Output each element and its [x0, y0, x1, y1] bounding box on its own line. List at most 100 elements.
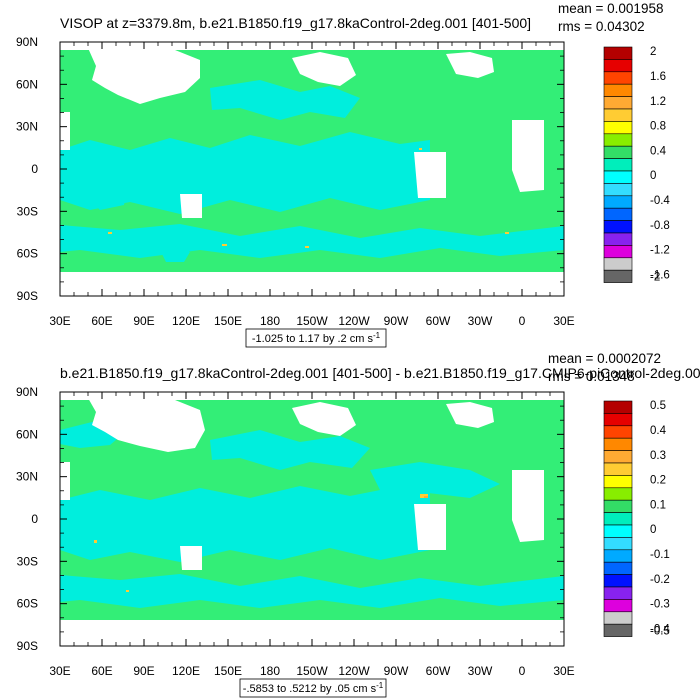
colorbar-label: -0.4: [650, 195, 670, 207]
x-tick-label: 180: [260, 314, 280, 328]
x-tick-label: 30E: [49, 314, 70, 328]
x-tick-label: 150E: [214, 314, 242, 328]
x-tick-label: 90W: [384, 314, 409, 328]
x-tick-label: 30E: [553, 314, 574, 328]
panel-2-title: b.e21.B1850.f19_g17.8kaControl-2deg.001 …: [60, 365, 700, 381]
y-tick-label: 90S: [17, 289, 38, 303]
x-tick-label: 120E: [172, 664, 200, 678]
panel-2-contour-info: -.5853 to .5212 by .05 cm s-1: [243, 681, 384, 695]
y-tick-label: 30S: [17, 204, 38, 218]
y-tick-label: 30S: [17, 554, 38, 568]
panel-2: b.e21.B1850.f19_g17.8kaControl-2deg.001 …: [16, 351, 700, 698]
colorbar-swatch: [603, 96, 633, 110]
colorbar-swatch: [603, 487, 633, 501]
colorbar-label: 0.8: [650, 121, 666, 133]
colorbar-label: -0.8: [650, 220, 670, 232]
x-tick-label: 150E: [214, 664, 242, 678]
y-tick-label: 60N: [16, 77, 38, 91]
x-tick-label: 30E: [553, 664, 574, 678]
colorbar-swatch: [603, 133, 633, 147]
colorbar-swatch: [603, 425, 633, 439]
panel-2-rms: rms = 0.01348: [548, 369, 635, 384]
colorbar-label: -1.2: [650, 245, 670, 257]
colorbar-label: -2: [650, 271, 660, 283]
colorbar-swatch: [603, 207, 633, 221]
colorbar-swatch: [603, 158, 633, 172]
colorbar-swatch: [603, 413, 633, 427]
colorbar-swatch: [603, 623, 633, 637]
x-tick-label: 120E: [172, 314, 200, 328]
colorbar-swatch: [603, 574, 633, 588]
colorbar-swatch: [603, 400, 633, 414]
x-tick-label: 60W: [426, 664, 451, 678]
colorbar-swatch: [603, 121, 633, 135]
colorbar-swatch: [603, 450, 633, 464]
x-tick-label: 0: [519, 314, 526, 328]
colorbar-label: -1.6: [650, 269, 670, 281]
colorbar-swatch: [603, 586, 633, 600]
x-tick-label: 90E: [133, 664, 154, 678]
y-tick-label: 30N: [16, 470, 38, 484]
colorbar-swatch: [603, 599, 633, 613]
colorbar-label: 0.5: [650, 400, 666, 412]
panel-2-axes: 30E 60E 90E 120E 150E 180 150W 120W 90W 60W 30W 0 30…: [16, 385, 575, 678]
x-tick-label: 150W: [296, 314, 328, 328]
panel-2-mean: mean = 0.0002072: [548, 351, 661, 366]
colorbar-swatch: [603, 59, 633, 73]
colorbar-swatch: [603, 499, 633, 513]
colorbar-label: 0.3: [650, 450, 666, 462]
x-tick-label: 180: [260, 664, 280, 678]
x-tick-label: 30E: [49, 664, 70, 678]
colorbar-label: -0.2: [650, 574, 670, 586]
y-tick-label: 30N: [16, 120, 38, 134]
x-tick-label: 60E: [91, 314, 112, 328]
colorbar-label: 1.6: [650, 71, 666, 83]
x-tick-label: 30W: [468, 314, 493, 328]
colorbar-label: -0.5: [650, 625, 670, 637]
colorbar-swatch: [603, 257, 633, 271]
colorbar-swatch: [603, 108, 633, 122]
y-tick-label: 60S: [17, 597, 38, 611]
panel-1-mean: mean = 0.001958: [558, 1, 663, 16]
colorbar-swatch: [603, 462, 633, 476]
panel-1: VISOP at z=3379.8m, b.e21.B1850.f19_g17.…: [16, 1, 670, 348]
colorbar-swatch: [603, 220, 633, 234]
colorbar-swatch: [603, 46, 633, 60]
colorbar-label: -0.1: [650, 549, 670, 561]
colorbar-swatch: [603, 245, 633, 259]
y-tick-label: 0: [31, 512, 38, 526]
colorbar-swatch: [603, 170, 633, 184]
colorbar-swatch: [603, 195, 633, 209]
colorbar-label: 0.2: [650, 475, 666, 487]
y-tick-label: 90N: [16, 35, 38, 49]
colorbar-swatch: [603, 437, 633, 451]
colorbar-swatch: [603, 561, 633, 575]
colorbar-swatch: [603, 183, 633, 197]
colorbar-swatch: [603, 537, 633, 551]
y-tick-label: 90N: [16, 385, 38, 399]
panel-1-colorbar: 2 1.6 1.2 0.8 0.4 0 -0.4 -0.8 -1.2 -1.6-2: [603, 46, 670, 283]
colorbar-label: 2: [650, 46, 656, 58]
x-tick-label: 120W: [338, 314, 370, 328]
colorbar-label: -0.3: [650, 599, 670, 611]
panel-1-title: VISOP at z=3379.8m, b.e21.B1850.f19_g17.…: [60, 15, 531, 31]
y-tick-label: 90S: [17, 639, 38, 653]
colorbar-swatch: [603, 524, 633, 538]
colorbar-label: 0.1: [650, 499, 666, 511]
x-tick-label: 90W: [384, 664, 409, 678]
x-tick-label: 60W: [426, 314, 451, 328]
y-tick-label: 0: [31, 162, 38, 176]
colorbar-swatch: [603, 145, 633, 159]
x-tick-label: 60E: [91, 664, 112, 678]
colorbar-swatch: [603, 71, 633, 85]
colorbar-swatch: [603, 475, 633, 489]
x-tick-label: 120W: [338, 664, 370, 678]
panel-1-contour-box: [245, 328, 387, 348]
colorbar-label: 0: [650, 170, 656, 182]
y-tick-label: 60S: [17, 247, 38, 261]
colorbar-swatch: [603, 549, 633, 563]
panel-2-contour-box: [239, 678, 387, 698]
x-tick-label: 150W: [296, 664, 328, 678]
colorbar-label: 0: [650, 524, 656, 536]
panel-1-map: [60, 42, 564, 296]
